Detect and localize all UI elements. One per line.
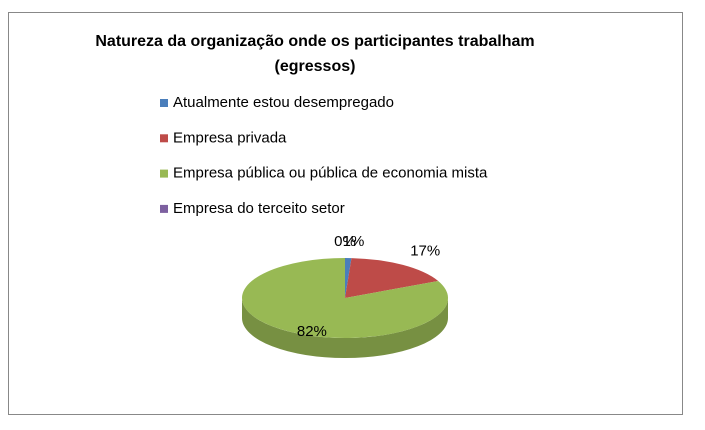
pie-slice [345,258,352,298]
legend-label: Atualmente estou desempregado [173,94,394,111]
legend-label: Empresa privada [173,129,287,146]
pie-slice [345,258,439,298]
legend-swatch [160,204,168,213]
pie-side [242,298,448,358]
data-label: 1% [343,233,365,250]
chart-title: (egressos) [275,58,356,75]
legend-swatch [160,134,168,143]
legend-label: Empresa do terceito setor [173,200,345,217]
chart-title: Natureza da organização onde os particip… [95,33,534,50]
legend-swatch [160,99,168,107]
data-label: 82% [297,323,327,340]
legend-swatch [160,169,168,178]
data-label: 17% [410,243,440,260]
data-label: 0% [334,233,356,250]
pie-slice [241,258,448,338]
legend-label: Empresa pública ou pública de economia m… [173,165,488,182]
